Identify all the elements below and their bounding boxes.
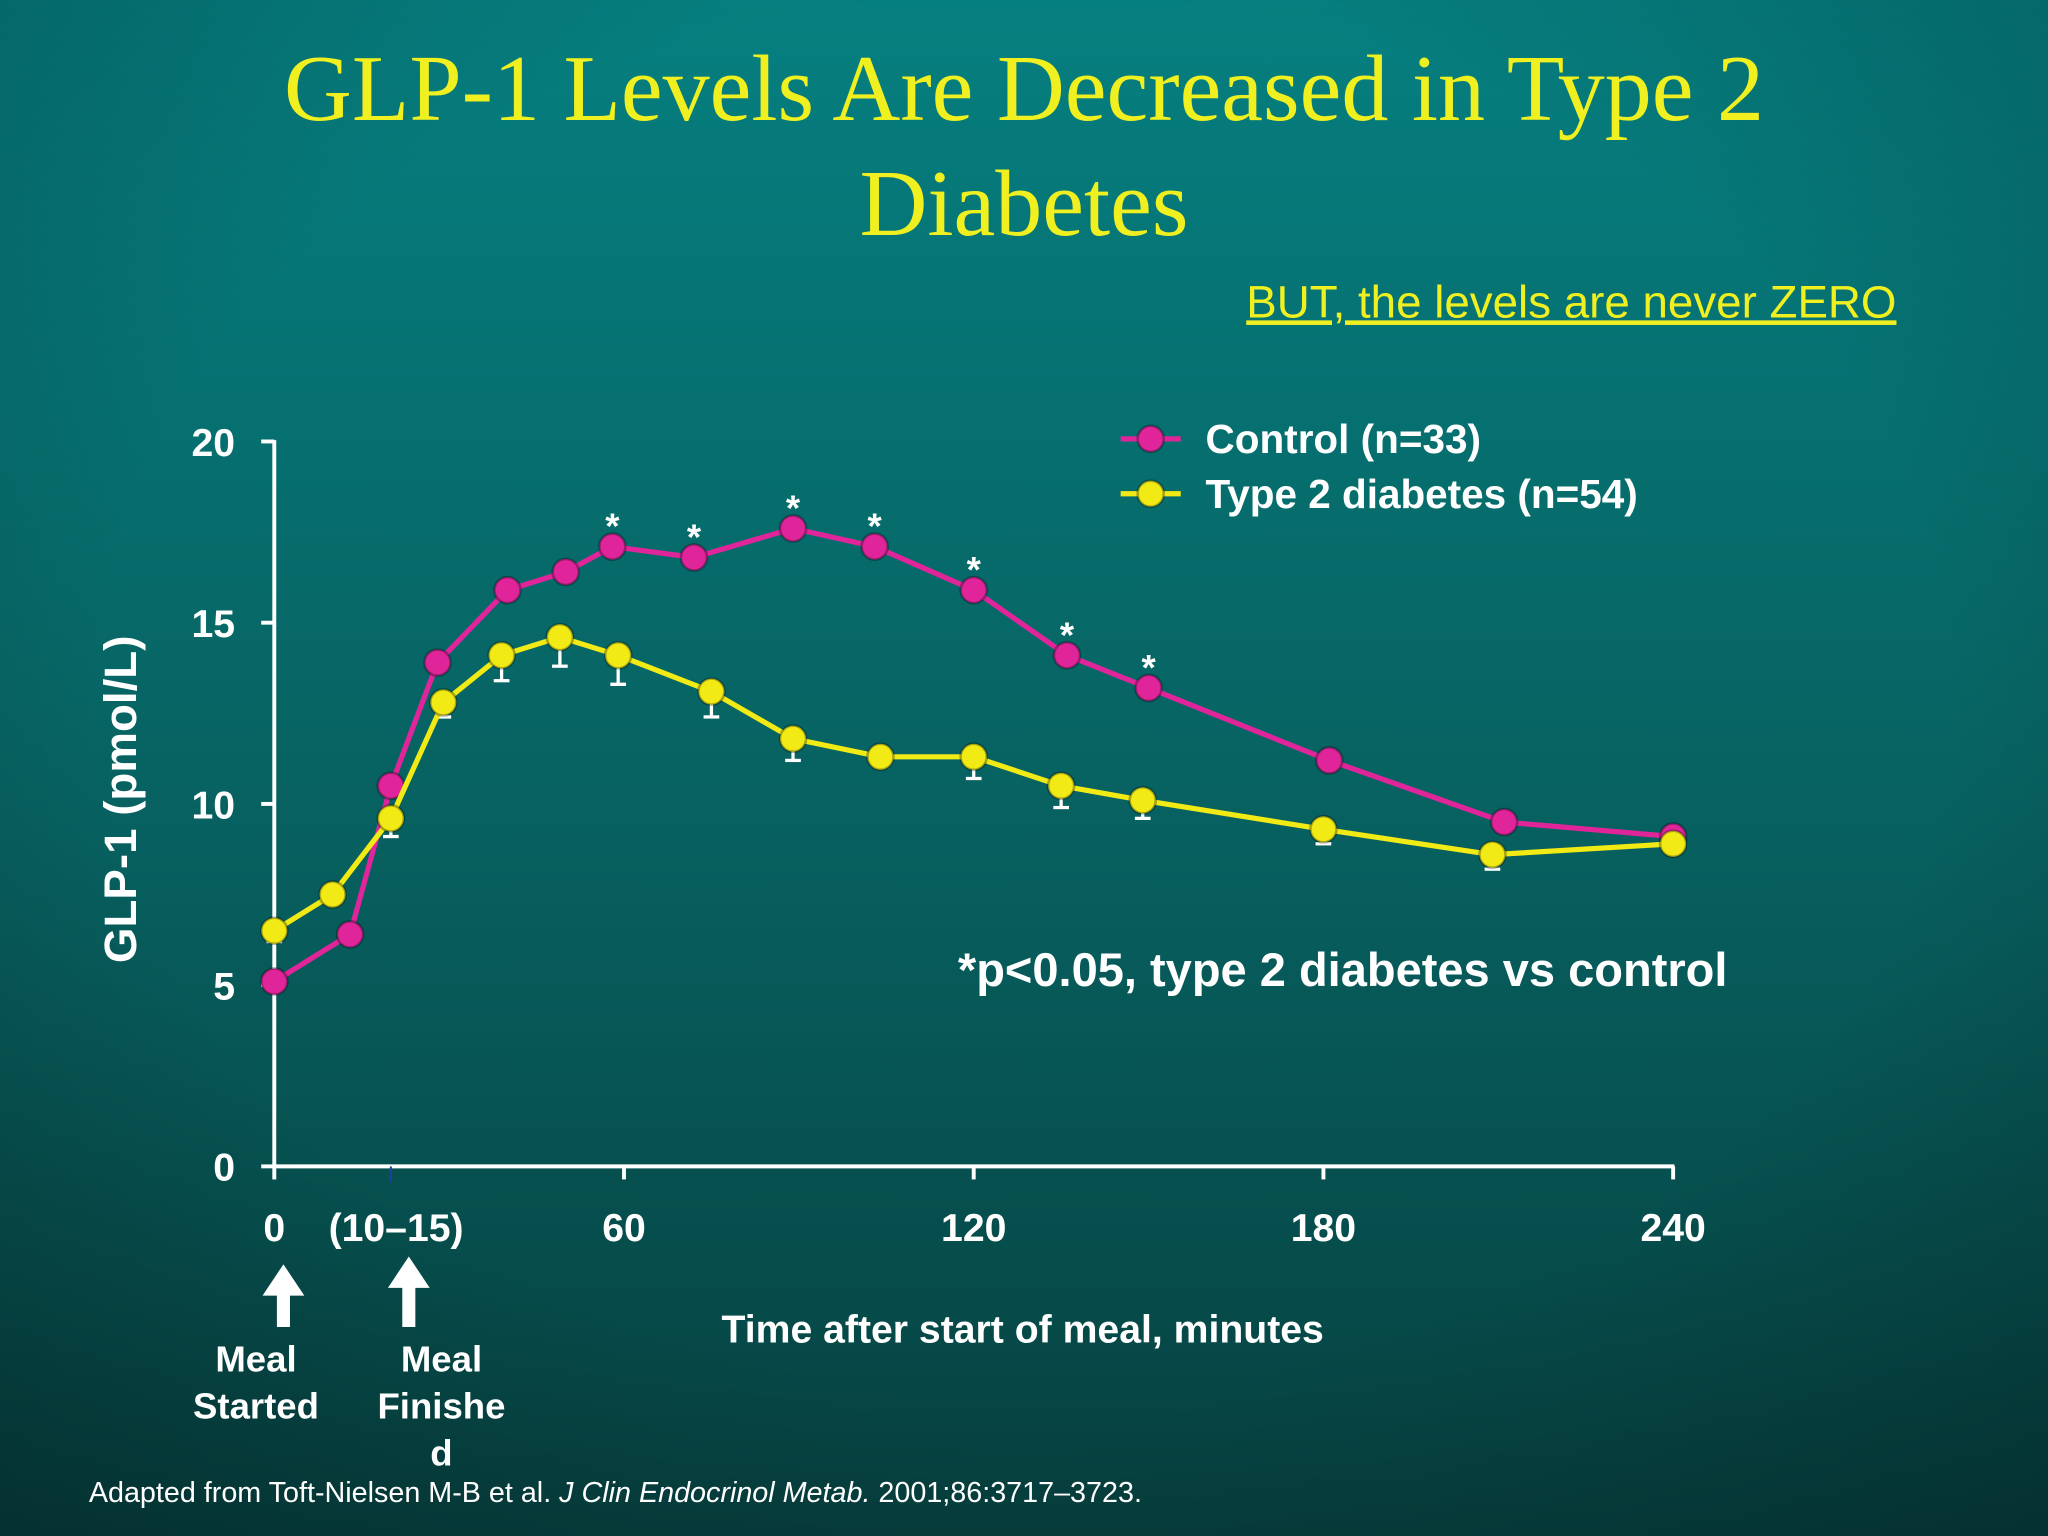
data-point (487, 640, 516, 670)
x-tick-label: 0 (263, 1207, 285, 1250)
arrow (387, 1256, 430, 1328)
data-point (335, 920, 365, 949)
data-point (679, 543, 709, 572)
data-point (778, 514, 808, 543)
significance-marker: * (1141, 647, 1156, 688)
data-point (959, 575, 989, 605)
data-point (1052, 640, 1082, 670)
data-point (318, 880, 347, 909)
data-point (866, 742, 895, 772)
series-line (272, 525, 1674, 984)
source: Adapted from Toft-Nielsen M-B et al. J C… (89, 1477, 1142, 1509)
data-point (1478, 840, 1507, 870)
data-point (1046, 771, 1076, 801)
y-tick-label: 15 (192, 603, 236, 646)
data-point (1134, 673, 1163, 703)
significance-marker: * (687, 517, 702, 558)
y-tick-label: 5 (213, 966, 235, 1009)
series-line (272, 634, 1674, 933)
x-tick-label: (10–15) (329, 1207, 464, 1250)
significance-marker: * (967, 549, 982, 590)
data-point (376, 804, 406, 833)
legend-label: Type 2 diabetes (n=54) (1206, 471, 1638, 517)
y-tick-label: 0 (213, 1147, 235, 1190)
data-point (1489, 807, 1519, 837)
data-point (1658, 829, 1688, 859)
data-point (603, 640, 633, 670)
subtitle: BUT, the levels are never ZERO (1246, 276, 1896, 327)
data-point (697, 677, 726, 706)
x-tick-label: 180 (1291, 1207, 1356, 1250)
annotation-line: d (430, 1432, 452, 1473)
data-point (551, 557, 581, 587)
data-point (959, 742, 989, 772)
title-line: GLP-1 Levels Are Decreased in Type 2 (284, 37, 1764, 141)
x-tick-label: 240 (1640, 1207, 1705, 1250)
annotation-line: Meal (215, 1338, 296, 1379)
title-line: Diabetes (860, 152, 1189, 256)
data-point (1314, 746, 1344, 775)
significance-marker: * (868, 506, 883, 547)
source-part: J Clin Endocrinol Metab. (558, 1477, 870, 1509)
source-part: Adapted from Toft-Nielsen M-B et al. (89, 1477, 559, 1509)
data-point (259, 916, 289, 946)
data-point (860, 532, 889, 561)
y-axis-label: GLP-1 (pmol/L) (95, 636, 146, 964)
x-tick-label: 120 (941, 1207, 1006, 1250)
data-point (545, 622, 575, 652)
data-point (423, 648, 452, 677)
data-point (1128, 785, 1158, 815)
significance-marker: * (1060, 614, 1075, 655)
legend-marker (1136, 479, 1166, 509)
data-point (778, 724, 808, 754)
y-tick-label: 20 (192, 422, 236, 465)
data-point (1309, 814, 1338, 844)
data-point (428, 688, 458, 717)
x-tick-label: 60 (602, 1207, 646, 1250)
annotation-line: Started (193, 1385, 319, 1426)
data-point (259, 967, 289, 996)
legend-marker (1136, 424, 1166, 454)
y-tick-label: 10 (192, 784, 236, 827)
significance-marker: * (605, 506, 620, 547)
annotation-line: Meal (401, 1338, 482, 1379)
note: *p<0.05, type 2 diabetes vs control (958, 943, 1728, 996)
data-point (597, 532, 627, 561)
significance-marker: * (786, 488, 801, 529)
annotation-line: Finishe (377, 1385, 505, 1426)
legend-label: Control (n=33) (1206, 416, 1481, 462)
data-point (493, 575, 522, 605)
source-part: 2001;86:3717–3723. (870, 1477, 1142, 1509)
x-axis-label: Time after start of meal, minutes (722, 1309, 1324, 1352)
